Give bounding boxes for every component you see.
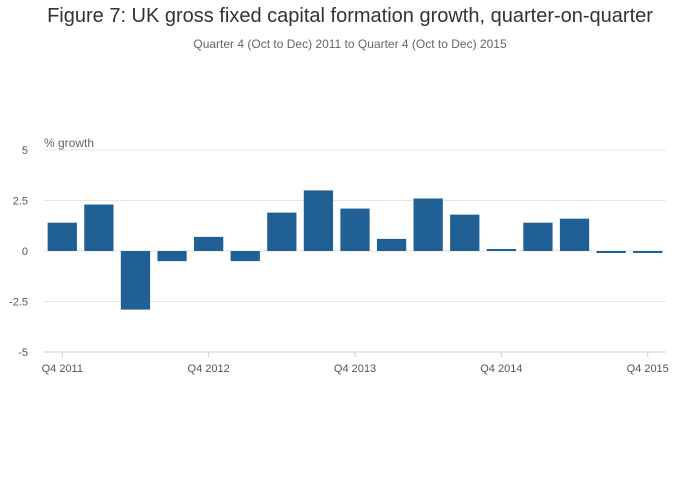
bar (413, 198, 443, 251)
x-tick-label: Q4 2015 (627, 363, 669, 375)
x-tick-label: Q4 2011 (42, 363, 83, 375)
bar (340, 208, 370, 251)
bar (47, 222, 77, 251)
x-tick-label: Q4 2013 (334, 363, 376, 375)
bar (303, 190, 334, 251)
bars (47, 190, 663, 310)
bar (376, 238, 407, 251)
bar (194, 236, 224, 251)
bar (267, 212, 297, 251)
y-tick-label: 0 (22, 246, 28, 258)
y-axis: 5 2.5 0 -2.5 -5 (9, 145, 28, 359)
x-tick-label: Q4 2012 (188, 363, 230, 375)
bar (559, 218, 590, 251)
y-tick-label: -5 (18, 347, 28, 359)
bar (230, 251, 260, 262)
bar (120, 251, 151, 310)
x-axis: Q4 2011 Q4 2012 Q4 2013 Q4 2014 Q4 2015 (42, 352, 669, 375)
bar (596, 251, 626, 254)
chart-subtitle: Quarter 4 (Oct to Dec) 2011 to Quarter 4… (193, 37, 507, 51)
x-tick-label: Q4 2014 (480, 363, 522, 375)
y-tick-label: 5 (22, 145, 28, 157)
chart-title: Figure 7: UK gross fixed capital formati… (47, 5, 653, 27)
bar (633, 251, 663, 254)
y-axis-label: % growth (44, 136, 94, 150)
y-tick-label: 2.5 (13, 196, 28, 208)
bar (84, 204, 114, 251)
bar (157, 251, 187, 262)
bar (523, 222, 553, 251)
y-tick-label: -2.5 (9, 297, 28, 309)
bar (450, 214, 480, 251)
bar (486, 248, 516, 251)
